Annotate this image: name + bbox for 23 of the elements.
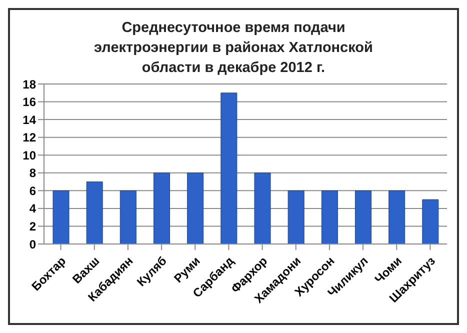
- y-tick-label: 14: [22, 112, 36, 127]
- y-tick-label: 6: [29, 184, 36, 198]
- bar: [220, 92, 238, 244]
- y-tick-label: 16: [22, 95, 36, 110]
- bar: [187, 172, 204, 244]
- y-tick-label: 0: [29, 237, 36, 252]
- bar: [86, 182, 103, 244]
- bar: [288, 190, 304, 244]
- bar: [355, 190, 372, 244]
- bar: [52, 190, 70, 244]
- bar: [120, 190, 136, 244]
- y-tick-label: 18: [22, 77, 36, 92]
- bar: [422, 199, 439, 244]
- y-tick-label: 10: [22, 148, 36, 162]
- bar: [154, 172, 170, 244]
- y-tick-label: 12: [22, 130, 36, 145]
- bar: [388, 190, 406, 244]
- bar: [254, 172, 271, 244]
- bar: [321, 190, 338, 244]
- y-tick-label: 4: [29, 202, 36, 216]
- y-tick-label: 8: [29, 166, 36, 180]
- chart-title: Среднесуточное время подачи электроэнергии в районах Хатлонской области в декабре 2012 г.: [93, 19, 374, 78]
- y-tick-label: 2: [29, 219, 36, 234]
